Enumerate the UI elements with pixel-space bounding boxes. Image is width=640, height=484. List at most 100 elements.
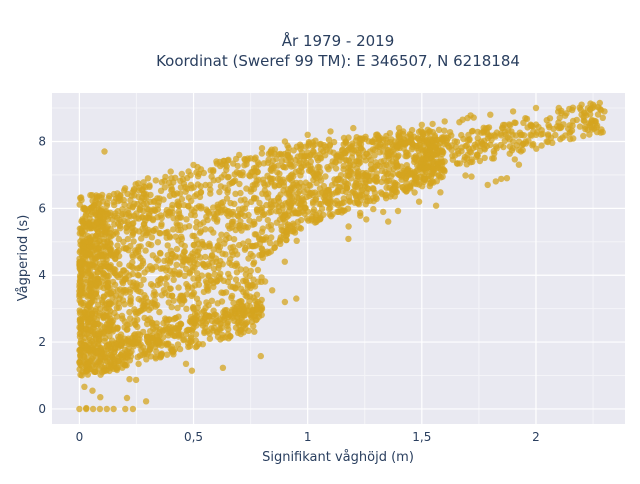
data-point: [386, 177, 393, 184]
data-point: [218, 207, 225, 214]
data-point: [96, 405, 104, 413]
data-point: [213, 276, 220, 284]
data-point: [76, 359, 83, 366]
data-point: [426, 182, 433, 190]
data-point: [376, 143, 383, 150]
data-point: [509, 108, 517, 115]
data-point: [264, 216, 271, 224]
data-point: [294, 189, 302, 197]
data-point: [135, 215, 142, 222]
data-point: [87, 192, 94, 199]
data-point: [100, 235, 108, 243]
data-point: [245, 211, 252, 219]
data-point: [90, 324, 98, 331]
data-point: [84, 319, 92, 326]
data-point: [135, 243, 142, 250]
data-point: [158, 214, 165, 222]
data-point: [225, 326, 232, 333]
data-point: [87, 299, 95, 307]
data-point: [336, 200, 344, 207]
data-point: [169, 201, 176, 209]
data-point: [232, 190, 239, 197]
data-point: [195, 281, 203, 288]
data-point: [443, 140, 450, 147]
data-point: [148, 241, 155, 249]
data-point: [211, 215, 218, 222]
data-point: [257, 352, 264, 360]
data-point: [123, 326, 130, 333]
data-point: [157, 230, 164, 237]
data-point: [474, 151, 481, 158]
data-point: [569, 106, 576, 114]
data-point: [119, 297, 127, 304]
data-point: [305, 140, 313, 147]
data-point: [167, 285, 174, 292]
data-point: [144, 175, 152, 182]
data-point: [88, 344, 96, 351]
data-point: [156, 195, 163, 202]
data-point: [283, 231, 291, 238]
data-point: [114, 357, 122, 365]
data-point: [167, 168, 174, 175]
data-point: [164, 274, 171, 281]
data-point: [182, 360, 190, 367]
data-point: [87, 293, 94, 300]
data-point: [271, 146, 279, 153]
data-point: [158, 179, 165, 186]
data-point: [122, 287, 129, 294]
data-point: [315, 216, 322, 224]
data-point: [469, 144, 477, 152]
data-point: [266, 239, 274, 247]
data-point: [511, 119, 518, 126]
data-point: [342, 156, 350, 164]
data-point: [219, 199, 227, 206]
data-point: [599, 114, 606, 122]
data-point: [114, 207, 122, 215]
data-point: [109, 278, 117, 286]
data-point: [232, 324, 240, 331]
data-point: [411, 158, 418, 165]
data-point: [216, 325, 223, 332]
data-point: [350, 161, 357, 168]
data-point: [367, 156, 374, 164]
data-point: [593, 122, 601, 129]
data-point: [77, 323, 85, 330]
data-point: [331, 176, 338, 183]
data-point: [261, 182, 269, 189]
data-point: [170, 297, 177, 304]
data-point: [148, 234, 156, 241]
data-point: [464, 114, 471, 122]
data-point: [101, 260, 108, 267]
data-point: [161, 257, 168, 264]
x-axis-title: Signifikant våghöjd (m): [262, 450, 414, 465]
data-point: [509, 138, 517, 145]
data-point: [394, 207, 402, 215]
data-point: [369, 138, 376, 145]
data-point: [578, 101, 585, 108]
data-point: [480, 124, 487, 131]
data-point: [215, 247, 222, 254]
data-point: [139, 257, 146, 265]
data-point: [123, 394, 131, 402]
data-point: [527, 122, 534, 130]
data-point: [277, 179, 285, 186]
data-point: [348, 146, 355, 153]
data-point: [193, 295, 201, 302]
data-point: [506, 143, 514, 150]
data-point: [186, 270, 193, 277]
data-point: [242, 271, 249, 278]
data-point: [77, 328, 85, 335]
data-point: [324, 164, 331, 171]
data-point: [223, 231, 230, 239]
data-point: [101, 148, 108, 155]
data-point: [200, 219, 207, 226]
data-point: [163, 351, 171, 358]
tick-labels: 0 0,5 1 1,5 2 0 2 4 6 8: [38, 134, 539, 444]
data-point: [245, 238, 252, 245]
data-point: [95, 320, 102, 328]
data-point: [147, 191, 154, 199]
data-point: [517, 148, 525, 155]
data-point: [408, 126, 416, 134]
data-point: [118, 342, 125, 349]
data-point: [262, 234, 270, 241]
